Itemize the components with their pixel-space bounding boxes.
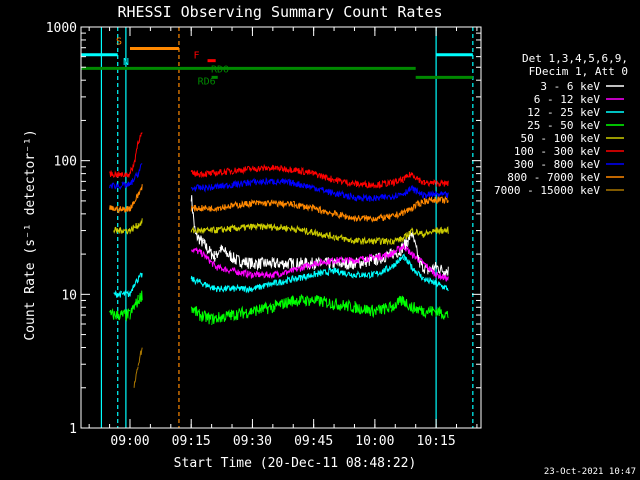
legend-entry: 6 - 12 keV	[534, 93, 601, 106]
y-axis-label: Count Rate (s⁻¹ detector⁻¹)	[23, 129, 38, 340]
legend-entry: 12 - 25 keV	[527, 106, 600, 119]
vertical-markers	[100, 27, 474, 428]
date-stamp: 23-Oct-2021 10:47	[544, 467, 636, 477]
x-tick-label: 10:00	[355, 434, 394, 449]
flag-label: RD0	[211, 64, 229, 75]
legend-header: Det 1,3,4,5,6,9,	[522, 52, 628, 65]
series-line	[109, 132, 449, 190]
legend-entry: 50 - 100 keV	[521, 132, 601, 145]
x-axis-label: Start Time (20-Dec-11 08:48:22)	[174, 456, 417, 471]
y-tick-label: 10	[61, 288, 77, 303]
series-line	[109, 163, 449, 203]
series-line	[109, 290, 449, 325]
legend-entry: 300 - 800 keV	[514, 158, 600, 171]
y-tick-label: 1000	[46, 21, 77, 36]
y-axis: 1 10 100 1000	[46, 21, 481, 437]
legend-entry: 25 - 50 keV	[527, 119, 600, 132]
series-line	[133, 347, 143, 388]
series-line	[109, 184, 449, 223]
legend-header: FDecim 1, Att 0	[529, 65, 628, 78]
series-lines	[109, 132, 449, 388]
plot-frame	[80, 26, 482, 429]
legend-entry: 7000 - 15000 keV	[494, 184, 600, 197]
legend-entry: 3 - 6 keV	[540, 80, 600, 93]
y-tick-label: 1	[69, 422, 77, 437]
flag-label: F	[194, 51, 200, 62]
series-line	[191, 243, 449, 282]
x-tick-label: 09:45	[294, 434, 333, 449]
y-tick-label: 100	[54, 155, 77, 170]
x-tick-label: 09:30	[233, 434, 272, 449]
flag-label: N	[123, 57, 129, 68]
chart-title: RHESSI Observing Summary Count Rates	[117, 3, 442, 21]
flag-label: RD6	[198, 76, 216, 87]
x-axis: 09:00 09:15 09:30 09:45 10:00 10:15	[88, 27, 478, 449]
flag-label: S	[116, 37, 122, 48]
series-line	[113, 253, 449, 298]
x-tick-label: 09:15	[172, 434, 211, 449]
legend-entry: 100 - 300 keV	[514, 145, 600, 158]
legend-entry: 800 - 7000 keV	[507, 171, 600, 184]
legend: Det 1,3,4,5,6,9,FDecim 1, Att 0 3 - 6 keV…	[494, 52, 628, 197]
series-line	[113, 218, 449, 246]
x-tick-label: 09:00	[110, 434, 149, 449]
x-tick-label: 10:15	[417, 434, 456, 449]
